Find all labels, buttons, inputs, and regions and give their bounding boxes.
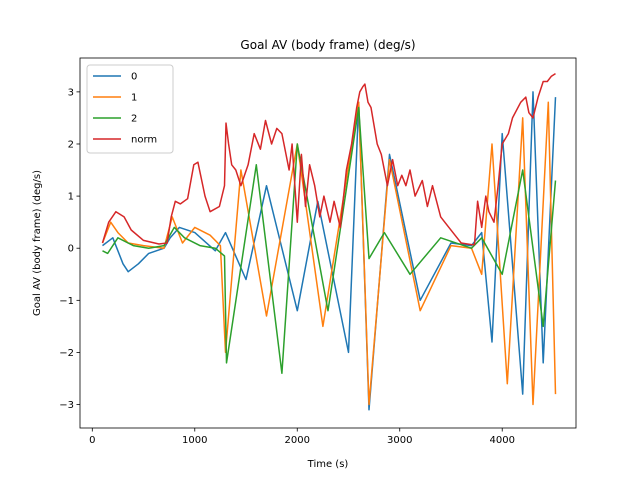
x-axis-ticks: 0 1000 2000 3000 4000 [89,428,515,446]
x-axis-label: Time (s) [307,459,349,470]
y-axis-label: Goal AV (body frame) (deg/s) [32,170,43,316]
x-tick-label: 4000 [489,435,514,446]
x-tick-label: 3000 [387,435,412,446]
y-tick-label: 0 [68,244,74,255]
legend-label-2: 2 [131,114,137,125]
legend-label-1: 1 [131,93,137,104]
x-tick-label: 1000 [182,435,207,446]
x-tick-label: 0 [89,435,95,446]
legend-box [86,64,174,154]
series-line-2 [102,106,557,375]
y-tick-label: 3 [68,87,74,98]
series-line-norm [101,72,556,246]
y-tick-label: 2 [68,139,74,150]
x-tick-label: 2000 [285,435,310,446]
series-layer [101,72,557,411]
y-tick-label: −3 [59,400,74,411]
y-tick-label: −1 [59,296,74,307]
legend-label-norm: norm [131,135,157,146]
y-tick-label: −2 [59,348,74,359]
legend-label-0: 0 [131,72,137,83]
plot-frame [79,57,577,429]
chart-title: Goal AV (body frame) (deg/s) [240,38,415,52]
y-axis-ticks: −3 −2 −1 0 1 2 3 [59,87,80,411]
y-tick-label: 1 [68,192,74,203]
legend: 0 1 2 norm [86,64,174,154]
series-line-0 [102,91,557,411]
